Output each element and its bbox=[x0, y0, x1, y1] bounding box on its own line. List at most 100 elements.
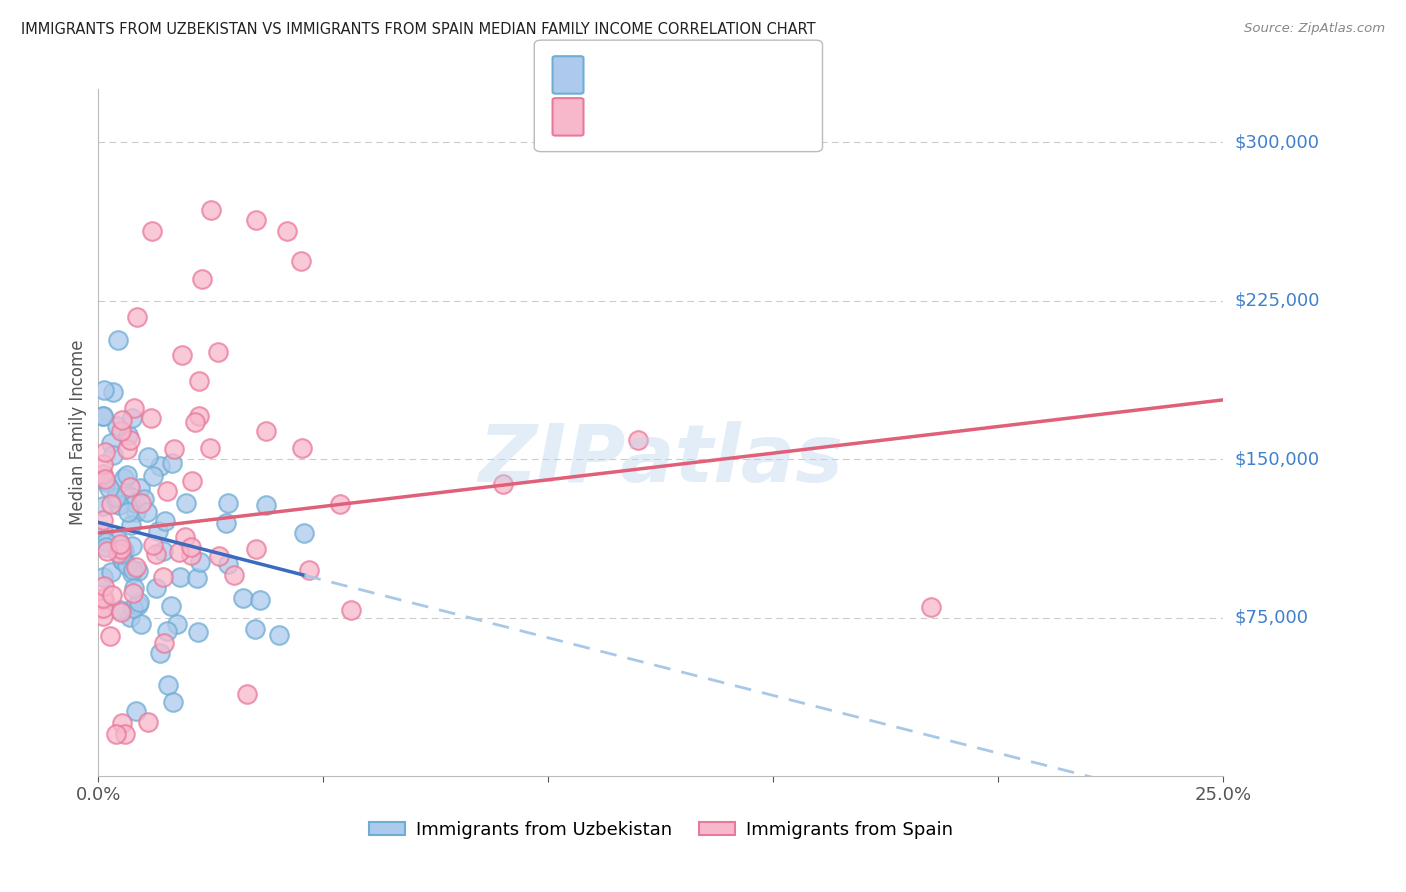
Point bbox=[127, 598, 149, 612]
Text: 79: 79 bbox=[734, 66, 759, 84]
Point bbox=[183, 415, 205, 429]
Point bbox=[254, 424, 277, 438]
Point bbox=[276, 224, 298, 238]
Point bbox=[180, 548, 202, 562]
Text: R =: R = bbox=[588, 108, 624, 126]
Point bbox=[110, 536, 132, 550]
Point bbox=[91, 469, 114, 483]
Point bbox=[188, 409, 211, 424]
Point bbox=[290, 441, 312, 455]
Point bbox=[207, 344, 229, 359]
Point bbox=[100, 588, 122, 602]
Point bbox=[224, 568, 246, 582]
Point bbox=[115, 442, 138, 456]
Point bbox=[149, 646, 172, 660]
Point bbox=[100, 436, 122, 450]
Point bbox=[111, 541, 134, 556]
Point bbox=[91, 570, 114, 584]
Point bbox=[232, 591, 254, 605]
Point bbox=[136, 714, 159, 729]
Point bbox=[166, 616, 188, 631]
Point bbox=[269, 628, 291, 642]
Point bbox=[112, 471, 135, 485]
Point bbox=[294, 526, 316, 541]
Point bbox=[122, 601, 145, 615]
Point bbox=[124, 581, 146, 595]
Point bbox=[120, 490, 142, 504]
Point bbox=[121, 410, 143, 425]
Point bbox=[176, 496, 198, 510]
Point bbox=[110, 424, 132, 438]
Point bbox=[94, 535, 117, 549]
Text: $225,000: $225,000 bbox=[1234, 292, 1320, 310]
Point bbox=[160, 599, 183, 613]
Point bbox=[191, 272, 214, 286]
Point bbox=[125, 704, 148, 718]
Point bbox=[152, 544, 174, 558]
Point bbox=[121, 566, 143, 581]
Point bbox=[91, 600, 114, 615]
Point bbox=[100, 565, 122, 579]
Point bbox=[215, 516, 238, 531]
Point bbox=[93, 384, 115, 398]
Point bbox=[94, 445, 117, 459]
Point bbox=[94, 475, 117, 489]
Point bbox=[91, 609, 114, 624]
Point bbox=[217, 558, 239, 572]
Point bbox=[180, 541, 202, 555]
Point bbox=[125, 559, 148, 574]
Point bbox=[120, 480, 142, 494]
Point bbox=[167, 544, 190, 558]
Point bbox=[111, 413, 134, 427]
Y-axis label: Median Family Income: Median Family Income bbox=[69, 340, 87, 525]
Point bbox=[125, 310, 148, 324]
Point bbox=[118, 609, 141, 624]
Point bbox=[162, 695, 184, 709]
Text: -0.200: -0.200 bbox=[626, 66, 690, 84]
Point bbox=[329, 497, 352, 511]
Text: N =: N = bbox=[696, 108, 733, 126]
Point bbox=[110, 605, 132, 619]
Point bbox=[245, 213, 267, 227]
Text: IMMIGRANTS FROM UZBEKISTAN VS IMMIGRANTS FROM SPAIN MEDIAN FAMILY INCOME CORRELA: IMMIGRANTS FROM UZBEKISTAN VS IMMIGRANTS… bbox=[21, 22, 815, 37]
Text: $150,000: $150,000 bbox=[1234, 450, 1319, 468]
Point bbox=[160, 456, 183, 470]
Point bbox=[235, 687, 257, 701]
Point bbox=[152, 570, 174, 584]
Point bbox=[492, 477, 515, 491]
Point bbox=[174, 530, 197, 544]
Point bbox=[124, 401, 146, 416]
Point bbox=[128, 595, 150, 609]
Point bbox=[124, 496, 146, 510]
Point bbox=[187, 625, 209, 640]
Point bbox=[249, 593, 271, 607]
Point bbox=[101, 385, 124, 400]
Point bbox=[120, 518, 142, 533]
Point bbox=[91, 513, 114, 527]
Point bbox=[112, 544, 135, 558]
Point bbox=[122, 563, 145, 577]
Point bbox=[117, 558, 139, 572]
Point bbox=[920, 599, 942, 614]
Point bbox=[110, 541, 132, 556]
Point bbox=[104, 727, 127, 741]
Point bbox=[134, 491, 156, 506]
Point bbox=[107, 533, 129, 547]
Point bbox=[141, 224, 163, 238]
Point bbox=[181, 475, 204, 489]
Point bbox=[156, 624, 179, 638]
Point bbox=[136, 450, 159, 465]
Point bbox=[121, 539, 143, 553]
Point bbox=[117, 505, 139, 519]
Point bbox=[208, 549, 231, 563]
Point bbox=[91, 524, 114, 539]
Point bbox=[107, 498, 129, 512]
Point bbox=[135, 505, 157, 519]
Point bbox=[188, 555, 211, 569]
Point bbox=[170, 348, 193, 362]
Legend: Immigrants from Uzbekistan, Immigrants from Spain: Immigrants from Uzbekistan, Immigrants f… bbox=[361, 814, 960, 846]
Point bbox=[290, 254, 312, 268]
Point bbox=[100, 497, 122, 511]
Point bbox=[96, 544, 118, 558]
Point bbox=[298, 563, 321, 577]
